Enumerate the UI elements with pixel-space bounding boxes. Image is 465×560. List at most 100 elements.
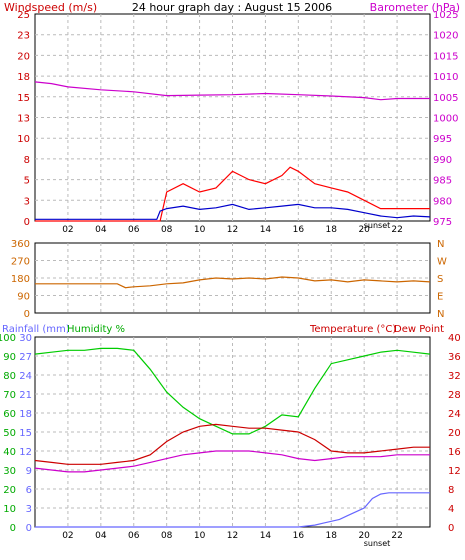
barometer-tick-label: 995 [433,134,452,145]
direction-tick-label: 360 [11,239,30,250]
plot-frame-dir [34,242,431,314]
x-tick-label: 10 [194,531,206,541]
humidity-tick-label: 100 [0,333,16,344]
x-tick-label: 06 [128,531,140,541]
x-tick-label: 16 [293,531,305,541]
windspeed-tick-label: 13 [17,114,30,125]
rainfall-tick-label: 9 [26,466,32,477]
barometer-tick-label: 975 [433,217,452,228]
x-tick-label: 22 [391,531,402,541]
barometer-axis-title: Barometer (hPa) [370,1,460,14]
humidity-tick-label: 30 [3,466,16,477]
temperature-tick-label: 0 [448,523,454,534]
barometer-tick-label: 1025 [433,10,458,21]
humidity-tick-label: 50 [3,428,16,439]
x-tick-label: 14 [260,225,272,235]
compass-label: N [437,239,444,250]
compass-label: W [437,257,447,268]
temperature-tick-label: 12 [448,466,461,477]
x-tick-label: 04 [95,531,107,541]
x-tick-label: 02 [62,225,73,235]
direction-tick-label: 270 [11,257,30,268]
rainfall-tick-label: 30 [19,333,32,344]
rainfall-tick-label: 12 [19,447,32,458]
barometer-tick-label: 1010 [433,72,458,83]
rainfall-tick-label: 15 [19,428,32,439]
barometer-tick-label: 990 [433,155,452,166]
rainfall-tick-label: 21 [19,390,32,401]
temperature-tick-label: 24 [448,409,461,420]
barometer-tick-label: 1005 [433,93,458,104]
humidity-tick-label: 90 [3,352,16,363]
temperature-line [34,423,430,465]
rainfall-tick-label: 24 [19,371,32,382]
temperature-tick-label: 40 [448,333,461,344]
temperature-axis-title: Temperature (°C) [309,324,396,335]
x-tick-label: 08 [161,531,173,541]
barometer-tick-label: 1020 [433,31,458,42]
direction-tick-label: 90 [17,292,30,303]
barometer-tick-label: 985 [433,176,452,187]
windspeed-tick-label: 18 [17,72,30,83]
barometer-tick-label: 980 [433,196,452,207]
x-tick-label: 12 [227,531,238,541]
wind-speed-line [35,203,431,220]
humidity-tick-label: 70 [3,390,16,401]
humidity-tick-label: 40 [3,447,16,458]
windspeed-tick-label: 0 [24,217,30,228]
temperature-tick-label: 4 [448,504,454,515]
temperature-tick-label: 16 [448,447,461,458]
x-tick-label: 18 [326,225,338,235]
humidity-axis-title: Humidity % [67,324,125,335]
dew-point-line [34,450,430,473]
humidity-tick-label: 0 [10,523,16,534]
barometer-line [34,81,430,101]
x-tick-label: 22 [391,225,402,235]
sunset-label-top: sunset [364,221,391,230]
direction-tick-label: 180 [11,274,30,285]
humidity-tick-label: 60 [3,409,16,420]
rainfall-tick-label: 0 [26,523,32,534]
x-tick-label: 20 [358,531,370,541]
wind-direction-line [35,276,431,289]
x-tick-label: 10 [194,225,206,235]
rainfall-line [35,492,430,528]
rainfall-tick-label: 18 [19,409,32,420]
humidity-line [34,347,431,435]
direction-tick-label: 0 [24,309,30,320]
compass-label: N [437,309,444,320]
x-tick-label: 14 [260,531,272,541]
windspeed-tick-label: 8 [24,155,30,166]
temperature-tick-label: 36 [448,352,461,363]
humidity-tick-label: 20 [3,485,16,496]
barometer-tick-label: 1000 [433,114,458,125]
rainfall-tick-label: 6 [26,485,32,496]
temperature-tick-label: 32 [448,371,461,382]
dewpoint-axis-title: Dew Point [394,324,444,335]
temperature-tick-label: 28 [448,390,461,401]
rainfall-axis-title: Rainfall (mm) [2,324,70,335]
humidity-tick-label: 80 [3,371,16,382]
barometer-tick-label: 1015 [433,51,458,62]
x-tick-label: 18 [326,531,338,541]
x-tick-label: 06 [128,225,140,235]
windspeed-tick-label: 15 [17,93,30,104]
windspeed-tick-label: 3 [24,196,30,207]
sunset-label-bottom: sunset [364,539,391,548]
windspeed-tick-label: 25 [17,10,30,21]
plot-frame-hum [34,336,431,528]
wind-gust-line [35,166,430,222]
x-tick-label: 20 [358,225,370,235]
temperature-tick-label: 20 [448,428,461,439]
x-tick-label: 12 [227,225,238,235]
compass-label: E [437,292,443,303]
windspeed-tick-label: 23 [17,31,30,42]
temperature-tick-label: 8 [448,485,454,496]
windspeed-tick-label: 20 [17,51,30,62]
humidity-tick-label: 10 [3,504,16,515]
x-tick-label: 08 [161,225,173,235]
rainfall-tick-label: 27 [19,352,32,363]
x-tick-label: 16 [293,225,305,235]
